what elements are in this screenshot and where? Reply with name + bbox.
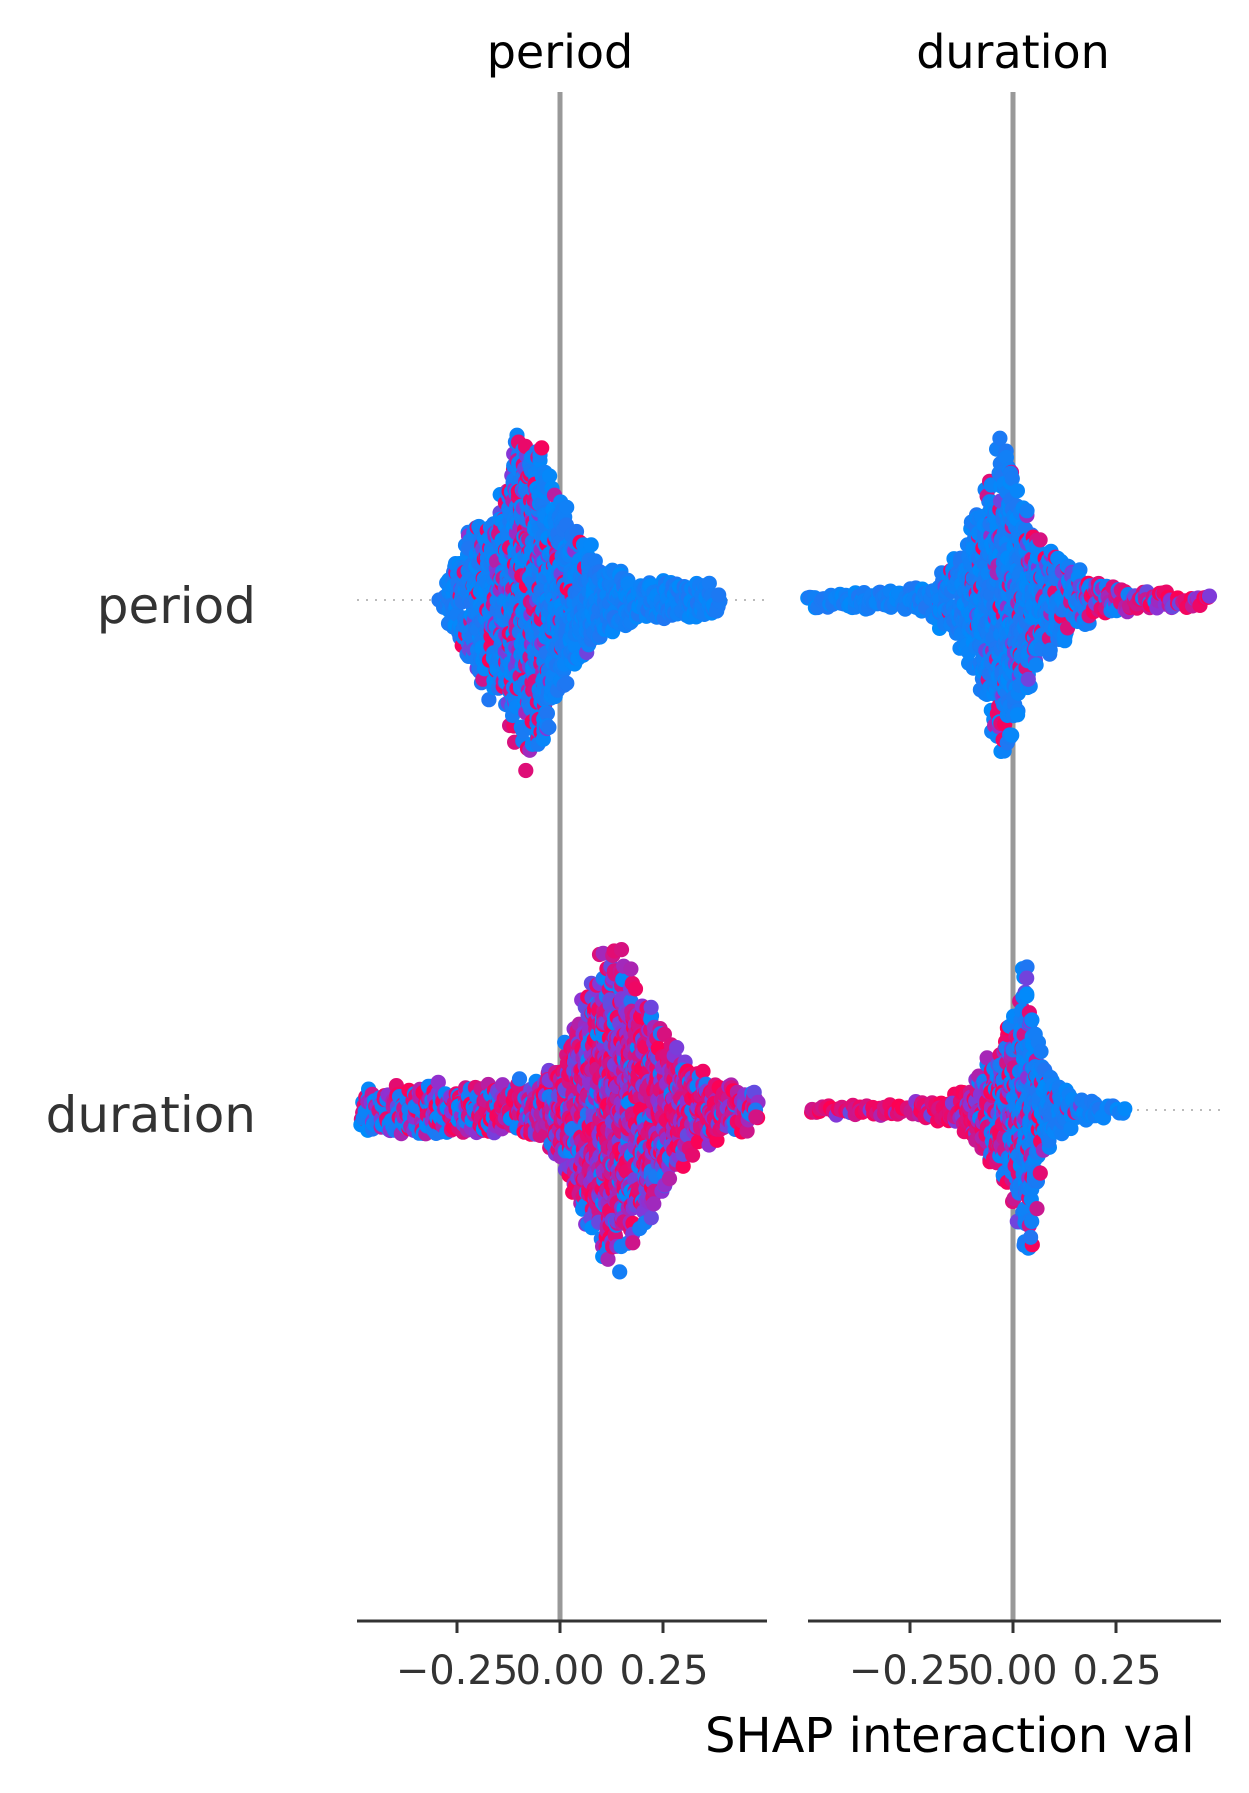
data-point xyxy=(643,999,659,1016)
data-point xyxy=(542,468,558,484)
data-point xyxy=(625,1235,641,1251)
data-point xyxy=(992,430,1008,446)
data-point xyxy=(627,981,644,997)
data-point xyxy=(534,440,550,456)
data-point xyxy=(669,1040,685,1056)
data-point xyxy=(1028,657,1044,673)
data-point xyxy=(1023,1229,1039,1245)
data-point xyxy=(643,1210,659,1226)
data-points xyxy=(353,427,1218,1280)
data-point xyxy=(623,961,639,977)
data-point xyxy=(1009,483,1025,499)
data-point xyxy=(1032,532,1048,548)
data-point xyxy=(600,1251,616,1267)
data-point xyxy=(511,1071,528,1087)
data-point xyxy=(739,1123,755,1139)
data-point xyxy=(748,1109,764,1125)
data-point xyxy=(1019,986,1035,1002)
data-point xyxy=(661,1171,678,1187)
data-point xyxy=(613,942,630,958)
data-point xyxy=(1201,588,1218,604)
data-point xyxy=(1020,671,1036,687)
data-point xyxy=(559,499,575,515)
data-point xyxy=(1032,1165,1048,1181)
data-point xyxy=(675,1158,691,1174)
data-point xyxy=(695,1063,711,1079)
data-point xyxy=(1019,503,1035,519)
data-point xyxy=(1004,727,1020,743)
data-point xyxy=(481,692,497,708)
data-point xyxy=(430,1074,446,1090)
data-point xyxy=(1024,1012,1040,1028)
data-point xyxy=(559,675,575,691)
data-point xyxy=(1042,642,1058,658)
data-point xyxy=(1033,1043,1049,1060)
data-point xyxy=(1004,471,1020,487)
data-point xyxy=(541,719,557,736)
data-point xyxy=(1010,707,1026,723)
data-point xyxy=(1019,959,1035,975)
zero-reference-lines xyxy=(557,92,1016,1621)
data-point xyxy=(1057,633,1073,649)
data-point xyxy=(1019,970,1035,986)
data-point xyxy=(612,1264,628,1280)
data-point xyxy=(583,537,599,553)
data-point xyxy=(539,706,555,722)
data-point xyxy=(701,575,717,591)
data-point xyxy=(998,449,1015,466)
data-point xyxy=(646,1196,662,1212)
data-point xyxy=(1024,1213,1040,1230)
data-point xyxy=(518,762,534,779)
data-point xyxy=(685,1147,701,1163)
data-point xyxy=(1029,1201,1045,1217)
data-point xyxy=(711,587,727,603)
